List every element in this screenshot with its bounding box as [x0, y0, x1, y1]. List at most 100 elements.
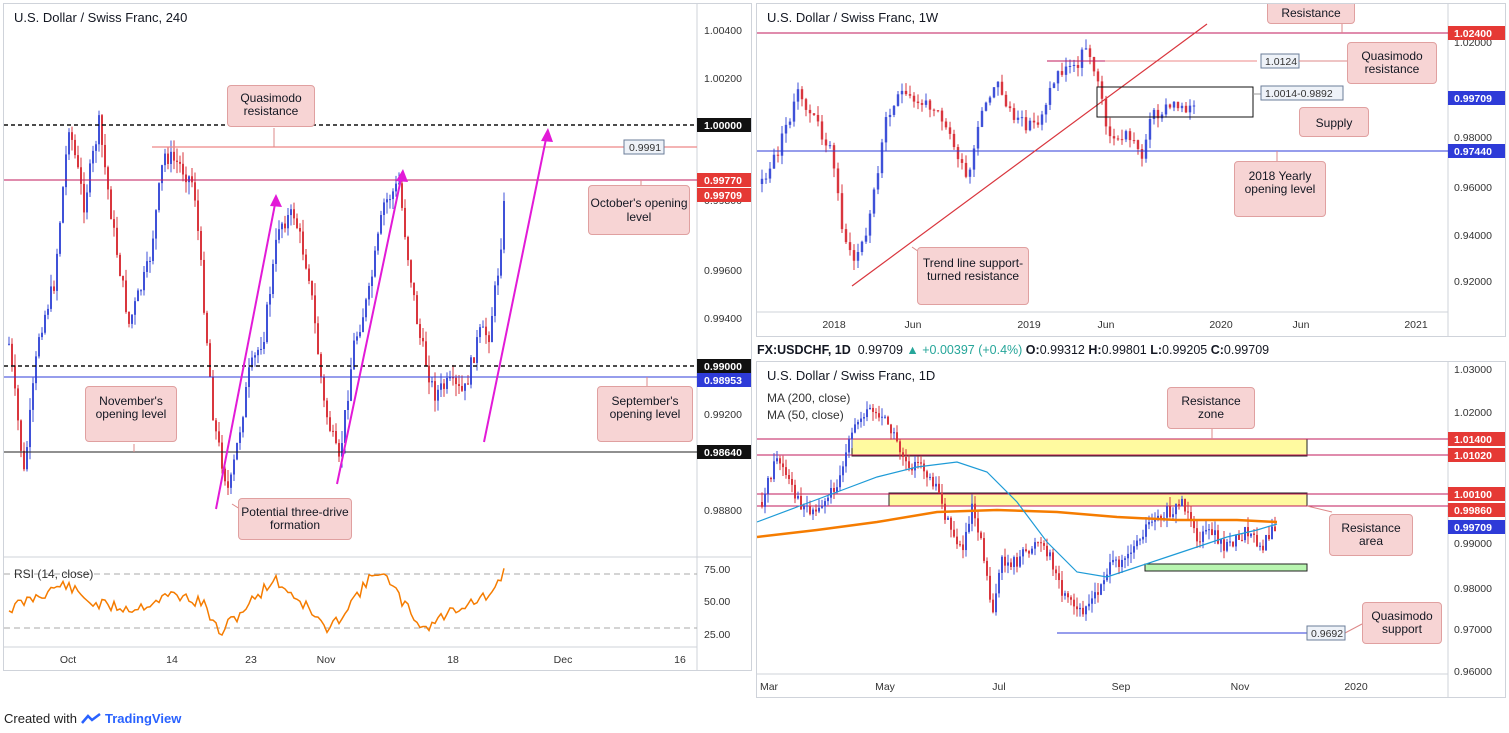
candle-body	[251, 357, 253, 368]
candle-body	[404, 207, 406, 238]
candle-body	[839, 475, 841, 488]
candle-body	[422, 337, 424, 342]
candle-body	[1238, 534, 1240, 540]
candle-body	[17, 388, 19, 421]
candle-body	[1072, 64, 1076, 66]
candle-body	[1120, 139, 1124, 141]
candle-body	[92, 150, 94, 164]
candle-body	[940, 110, 944, 122]
candle-body	[1217, 530, 1219, 544]
qm-support-callout-text: Quasimodo support	[1371, 609, 1433, 636]
candle-body	[275, 239, 277, 264]
h4-chart-panel[interactable]: 1.004001.002000.998000.996000.994000.992…	[3, 3, 752, 671]
yearly-callout-text: 2018 Yearly opening level	[1244, 169, 1316, 196]
candle-body	[488, 335, 490, 343]
candle-body	[1133, 546, 1135, 553]
sep-price-tag	[697, 373, 751, 387]
candle-body	[864, 235, 868, 242]
candle-body	[68, 132, 70, 155]
yearly-callout: 2018 Yearly opening level	[1234, 161, 1326, 217]
candle-body	[110, 189, 112, 220]
zone-callout-text: Resistance zone	[1181, 394, 1241, 421]
candle-body	[1076, 64, 1080, 68]
candle-body	[1028, 120, 1032, 131]
drive-callout-text: Potential three-drive formation	[241, 505, 349, 532]
date-tick: Nov	[317, 654, 336, 666]
candle-body	[497, 275, 499, 286]
candle-body	[131, 314, 133, 324]
candle-body	[359, 332, 361, 337]
candle-body	[1190, 512, 1192, 521]
candle-body	[1056, 71, 1060, 84]
candle-body	[1187, 511, 1189, 513]
candle-body	[812, 509, 814, 515]
candle-body	[1184, 105, 1188, 113]
candle-body	[1244, 527, 1246, 541]
candle-body	[152, 238, 154, 261]
candle-body	[491, 315, 493, 343]
candle-body	[988, 97, 992, 103]
r2-price-label: 1.01020	[1454, 450, 1492, 462]
candle-body	[986, 560, 988, 576]
candle-body	[230, 474, 232, 488]
candle-body	[74, 139, 76, 156]
ohlc-change: ▲ +0.00397 (+0.4%)	[906, 343, 1023, 357]
candle-body	[341, 443, 343, 457]
qm-support-callout: Quasimodo support	[1362, 602, 1442, 644]
weekly-qm-callout-text: Quasimodo resistance	[1361, 49, 1423, 76]
ohlc-price: 0.99709	[857, 343, 903, 357]
candle-body	[458, 384, 460, 386]
r1-price-tag	[1448, 432, 1505, 446]
candle-body	[936, 110, 940, 112]
candle-body	[952, 133, 956, 148]
candle-body	[158, 183, 160, 211]
daily-chart-svg[interactable]: 0.9692 1.03000 1.02000 0.99000 0.98000 0.970…	[757, 362, 1506, 698]
weekly-chart-panel[interactable]: 1.0014-0.9892 1.0124 1.02000 0.98000 0.960…	[756, 3, 1506, 337]
candle-body	[461, 385, 463, 391]
candle-body	[782, 463, 784, 468]
weekly-chart-title: U.S. Dollar / Swiss Franc, 1W	[767, 10, 939, 25]
candle-body	[71, 132, 73, 140]
candle-body	[842, 466, 844, 476]
candle-body	[377, 233, 379, 251]
candle-body	[779, 458, 781, 464]
support-box	[1144, 563, 1308, 572]
candle-body	[254, 355, 256, 358]
sep-callout-text: September's opening level	[609, 394, 681, 421]
h4-chart-svg[interactable]: 1.004001.002000.998000.996000.994000.992…	[4, 4, 752, 671]
date-tick: 18	[447, 654, 459, 666]
ohlc-close: 0.99709	[1223, 343, 1270, 357]
candle-body	[1067, 593, 1069, 598]
candle-body	[1040, 114, 1044, 125]
candle-body	[311, 280, 313, 296]
candle-body	[1142, 536, 1144, 540]
candle-body	[113, 219, 115, 228]
h4-date-ticks: Oct 14 23 Nov 18 Dec 16	[60, 654, 686, 666]
candle-body	[1151, 521, 1153, 523]
candle-body	[977, 518, 979, 533]
candle-body	[305, 254, 307, 269]
candle-body	[1100, 81, 1104, 99]
date-tick: 2019	[1017, 319, 1041, 331]
p9900-price-label: 0.99000	[704, 361, 742, 373]
candle-body	[173, 151, 175, 161]
candle-body	[1121, 559, 1123, 567]
candle-body	[53, 286, 55, 291]
candle-body	[824, 501, 826, 507]
candle-body	[206, 312, 208, 344]
rsi-legend: RSI (14, close)	[14, 567, 94, 581]
price-tick: 0.99000	[1454, 538, 1492, 550]
nov-callout: November's opening level	[85, 386, 177, 442]
candle-body	[968, 523, 970, 532]
candle-body	[1223, 539, 1225, 551]
candle-body	[764, 493, 766, 507]
price-tick: 0.98000	[1454, 132, 1492, 144]
daily-chart-panel[interactable]: 0.9692 1.03000 1.02000 0.99000 0.98000 0.970…	[756, 361, 1506, 698]
drive-arrow-3-head	[541, 128, 553, 142]
candle-body	[992, 599, 994, 613]
footer-brand: TradingView	[104, 711, 182, 726]
supply-range-tag	[1260, 85, 1344, 101]
candle-body	[284, 223, 286, 229]
weekly-chart-svg[interactable]: 1.0014-0.9892 1.0124 1.020000.980000.960…	[757, 4, 1506, 337]
candle-body	[888, 114, 892, 118]
